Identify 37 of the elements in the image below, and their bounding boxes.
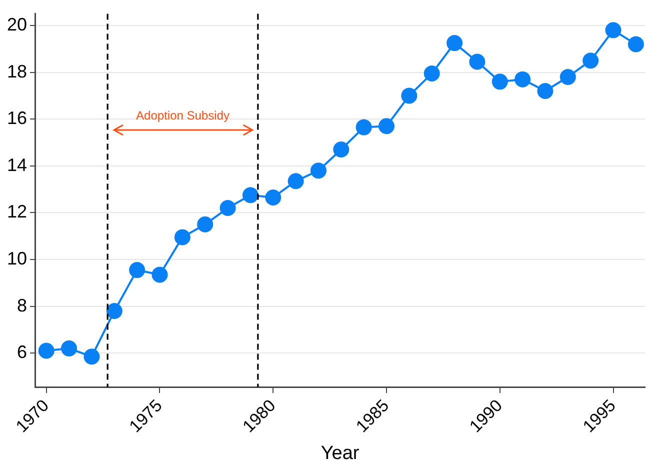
- point: [38, 342, 54, 359]
- point: [537, 83, 554, 100]
- point: [582, 52, 599, 69]
- y-tick-label: 10: [6, 248, 28, 268]
- annotation: Adoption Subsidy: [136, 108, 230, 122]
- point: [424, 65, 440, 82]
- point: [220, 200, 236, 216]
- y-tick-label: 16: [6, 108, 28, 128]
- point: [265, 189, 282, 206]
- point: [628, 36, 644, 52]
- y-tick-label: 14: [6, 154, 28, 175]
- point: [129, 262, 146, 278]
- point: [310, 162, 326, 179]
- y-tick-label: 12: [6, 202, 28, 222]
- y-tick-label: 8: [17, 295, 28, 316]
- point: [378, 118, 394, 134]
- point: [356, 119, 372, 136]
- point: [152, 266, 168, 283]
- y-tick-label: 18: [6, 61, 28, 82]
- point: [174, 229, 190, 246]
- point: [469, 54, 486, 70]
- point: [560, 68, 576, 85]
- point: [446, 35, 463, 52]
- point: [288, 173, 304, 190]
- point: [84, 348, 100, 365]
- y-tick-label: 6: [17, 342, 28, 362]
- point: [61, 340, 78, 356]
- point: [106, 302, 122, 319]
- point: [197, 216, 214, 232]
- point: [514, 71, 531, 88]
- x-axis-title: Year: [320, 442, 360, 464]
- point: [333, 142, 350, 158]
- point: [492, 74, 508, 90]
- point: [605, 22, 622, 38]
- y-tick-label: 20: [6, 14, 28, 34]
- point: [242, 187, 258, 204]
- point: [401, 88, 418, 104]
